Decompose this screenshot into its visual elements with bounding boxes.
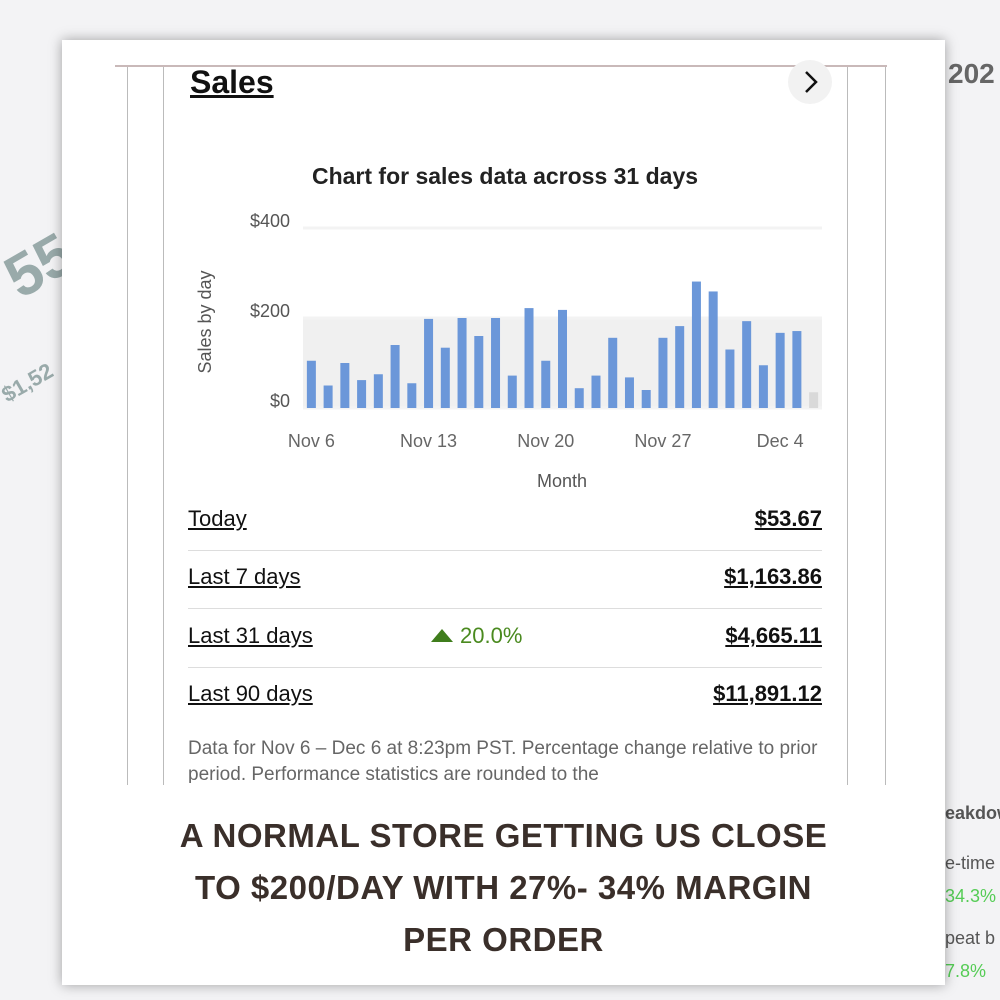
note: Data for Nov 6 – Dec 6 at 8:23pm PST. Pe… xyxy=(188,738,818,783)
bar xyxy=(691,281,701,408)
bar xyxy=(541,360,551,408)
bar xyxy=(675,326,685,408)
y-axis-title: Sales by day xyxy=(195,270,215,373)
up-arrow xyxy=(431,628,453,642)
bar xyxy=(725,349,735,408)
y-tick-label: $0 xyxy=(270,391,290,411)
summary-row: Today $53.67 xyxy=(188,492,822,551)
bar xyxy=(641,390,651,408)
bar xyxy=(390,345,400,408)
divider xyxy=(847,67,848,785)
bar xyxy=(608,337,618,408)
change-value: 20.0% xyxy=(460,622,523,648)
bar xyxy=(658,337,668,408)
summary-row: Last 31 days 20.0% $4,665.11 xyxy=(188,609,822,668)
bg-text: 7.8% xyxy=(945,961,987,981)
bar xyxy=(775,332,785,408)
bar xyxy=(792,331,802,408)
change: 20.0% xyxy=(430,623,522,649)
bar xyxy=(457,318,467,408)
next-button[interactable] xyxy=(788,60,832,104)
x-axis-title: Month xyxy=(537,471,587,491)
x-tick-label: Nov 6 xyxy=(288,431,335,451)
amount[interactable]: $1,163.86 xyxy=(724,564,822,590)
x-tick-label: Dec 4 xyxy=(757,431,804,451)
bar xyxy=(373,374,383,408)
bar xyxy=(357,380,367,408)
period-label[interactable]: Last 7 days xyxy=(188,564,301,590)
period-label[interactable]: Last 31 days xyxy=(188,622,313,648)
period-label[interactable]: Last 90 days xyxy=(188,680,313,706)
bar xyxy=(507,375,517,408)
amount[interactable]: $11,891.12 xyxy=(713,680,822,706)
divider xyxy=(163,67,164,785)
summary-row: Last 90 days $11,891.12 xyxy=(188,667,822,725)
y-tick-label: $400 xyxy=(250,211,290,231)
bar xyxy=(440,347,450,408)
bar xyxy=(742,321,752,408)
bg-text: e-time xyxy=(945,853,996,873)
bar xyxy=(524,308,534,408)
bg-text: 202 xyxy=(948,58,995,89)
period-label[interactable]: Today xyxy=(188,506,247,531)
bar xyxy=(474,336,484,408)
section-title[interactable]: Sales xyxy=(190,64,274,100)
divider xyxy=(885,67,886,785)
amount[interactable]: $53.67 xyxy=(754,506,822,531)
bar xyxy=(558,309,567,408)
summary-row: Last 7 days $1,163.86 xyxy=(188,550,822,610)
x-tick-label: Nov 13 xyxy=(400,431,457,451)
bar xyxy=(574,388,584,408)
bar xyxy=(323,385,333,408)
chart-title: Chart for sales data across 31 days xyxy=(312,163,698,189)
bar xyxy=(407,383,417,408)
bar xyxy=(591,375,601,408)
bar xyxy=(809,392,819,408)
screenshot xyxy=(115,65,887,785)
bar xyxy=(340,363,350,408)
bg-text: peat b xyxy=(945,928,996,948)
bar xyxy=(306,360,316,408)
bg-text: eakdow xyxy=(945,803,1000,823)
chart: Chart for sales data across 31 days Sale… xyxy=(195,163,822,491)
caption-line: PER ORDER xyxy=(403,921,604,958)
chevron xyxy=(805,71,818,93)
bar xyxy=(708,291,718,408)
amount[interactable]: $4,665.11 xyxy=(725,622,822,648)
bar xyxy=(424,318,434,408)
bar xyxy=(491,318,501,408)
x-tick-label: Nov 20 xyxy=(517,431,574,451)
caption-line: A NORMAL STORE GETTING US CLOSE xyxy=(179,817,828,854)
x-tick-label: Nov 27 xyxy=(634,431,691,451)
bar xyxy=(624,377,634,408)
bg-text: 34.3% xyxy=(945,886,997,906)
caption-line: TO $200/DAY WITH 27%- 34% MARGIN xyxy=(195,869,812,906)
divider xyxy=(127,67,128,785)
y-tick-label: $200 xyxy=(250,301,290,321)
bar xyxy=(758,365,768,408)
